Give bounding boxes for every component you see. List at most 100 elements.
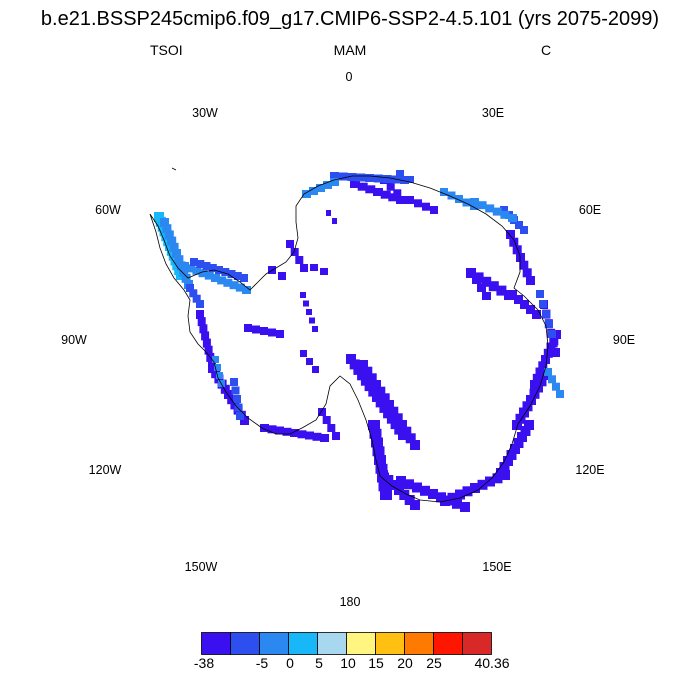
field-cell bbox=[214, 364, 221, 371]
field-cell bbox=[400, 176, 409, 184]
field-cell bbox=[404, 479, 414, 490]
field-cell bbox=[535, 367, 545, 377]
field-cell bbox=[349, 359, 360, 370]
cbar-tick-0: -38 bbox=[193, 655, 215, 671]
field-cell bbox=[504, 290, 514, 300]
colorbar bbox=[201, 632, 492, 655]
field-cell bbox=[470, 483, 480, 493]
field-cell bbox=[440, 188, 448, 196]
field-cell bbox=[196, 260, 205, 268]
lon-label-90w: 90W bbox=[61, 333, 87, 347]
field-cell bbox=[512, 420, 522, 430]
field-cell bbox=[260, 327, 268, 335]
field-cell bbox=[167, 236, 177, 246]
field-cell bbox=[252, 325, 260, 334]
field-cell bbox=[290, 248, 299, 256]
field-cell bbox=[201, 331, 210, 341]
field-cell bbox=[181, 273, 191, 283]
field-cell bbox=[392, 413, 403, 424]
field-cell bbox=[306, 309, 312, 315]
plot-title: b.e21.BSSP245cmip6.f09_g17.CMIP6-SSP2-4.… bbox=[40, 8, 660, 30]
field-cell bbox=[544, 368, 552, 376]
field-cell bbox=[327, 424, 336, 432]
field-cell bbox=[515, 221, 523, 229]
field-cell bbox=[506, 230, 515, 239]
field-cell bbox=[197, 317, 206, 327]
field-cell bbox=[204, 345, 213, 355]
field-cell bbox=[378, 481, 391, 492]
field-cell bbox=[552, 330, 561, 339]
field-cell bbox=[383, 408, 394, 419]
field-cell bbox=[548, 330, 556, 338]
field-cell bbox=[506, 450, 517, 460]
field-cell bbox=[295, 256, 304, 264]
field-cell bbox=[492, 207, 502, 216]
field-cell bbox=[414, 199, 422, 208]
field-cell bbox=[189, 289, 198, 298]
field-cell bbox=[499, 462, 510, 472]
field-cell bbox=[290, 429, 299, 437]
field-cell bbox=[410, 440, 420, 450]
field-cell bbox=[365, 185, 376, 194]
field-cell bbox=[500, 210, 510, 219]
field-cell bbox=[202, 262, 211, 270]
field-cell bbox=[462, 198, 471, 207]
lon-label-120w: 120W bbox=[88, 463, 122, 477]
field-cell bbox=[190, 258, 198, 266]
colorbar-box-2 bbox=[259, 632, 289, 655]
field-cell bbox=[366, 373, 377, 384]
units-label: C bbox=[541, 42, 552, 58]
field-cell bbox=[404, 495, 415, 505]
field-cell bbox=[220, 384, 230, 394]
field-cell bbox=[223, 278, 233, 287]
field-cell bbox=[211, 369, 221, 379]
field-cell bbox=[496, 285, 507, 296]
field-cell bbox=[204, 271, 214, 280]
field-cell bbox=[466, 268, 476, 278]
field-cell bbox=[276, 330, 284, 338]
field-cell bbox=[305, 431, 314, 440]
colorbar-box-1 bbox=[230, 632, 260, 655]
field-cell bbox=[532, 373, 542, 383]
lon-label-30w: 30W bbox=[192, 106, 218, 120]
cbar-tick-3: 5 bbox=[315, 655, 323, 671]
field-cell bbox=[538, 361, 548, 371]
field-cell bbox=[332, 432, 340, 440]
field-cell bbox=[356, 173, 366, 182]
field-cell bbox=[192, 266, 202, 275]
field-cell bbox=[169, 242, 179, 252]
field-cell bbox=[500, 206, 508, 214]
field-cell bbox=[481, 276, 492, 287]
field-cell bbox=[362, 366, 373, 377]
field-cell bbox=[215, 266, 223, 274]
field-cell bbox=[526, 395, 536, 405]
field-cell bbox=[286, 240, 294, 248]
field-cell bbox=[430, 206, 438, 214]
field-cell bbox=[233, 272, 242, 280]
field-cell bbox=[422, 202, 430, 211]
field-cell bbox=[379, 393, 390, 404]
field-cell bbox=[513, 438, 524, 448]
field-cell bbox=[346, 354, 356, 364]
lon-label-150e: 150E bbox=[482, 560, 512, 574]
field-cell bbox=[180, 262, 189, 270]
field-cell bbox=[388, 480, 399, 490]
field-cell bbox=[300, 350, 307, 357]
lon-label-60e: 60E bbox=[578, 203, 602, 217]
colorbar-box-9 bbox=[462, 632, 492, 655]
field-cell bbox=[320, 434, 329, 442]
field-cell bbox=[477, 201, 487, 210]
field-cell bbox=[477, 479, 488, 490]
field-cell bbox=[320, 268, 328, 275]
field-cell bbox=[452, 498, 462, 509]
field-cell bbox=[375, 386, 386, 397]
field-cell bbox=[399, 490, 410, 500]
field-cell bbox=[482, 292, 491, 300]
field-cell bbox=[221, 268, 230, 276]
field-cell bbox=[514, 295, 523, 304]
field-cell bbox=[522, 268, 532, 278]
field-cell bbox=[405, 433, 416, 444]
field-cell bbox=[267, 425, 277, 434]
field-cell bbox=[332, 218, 337, 224]
